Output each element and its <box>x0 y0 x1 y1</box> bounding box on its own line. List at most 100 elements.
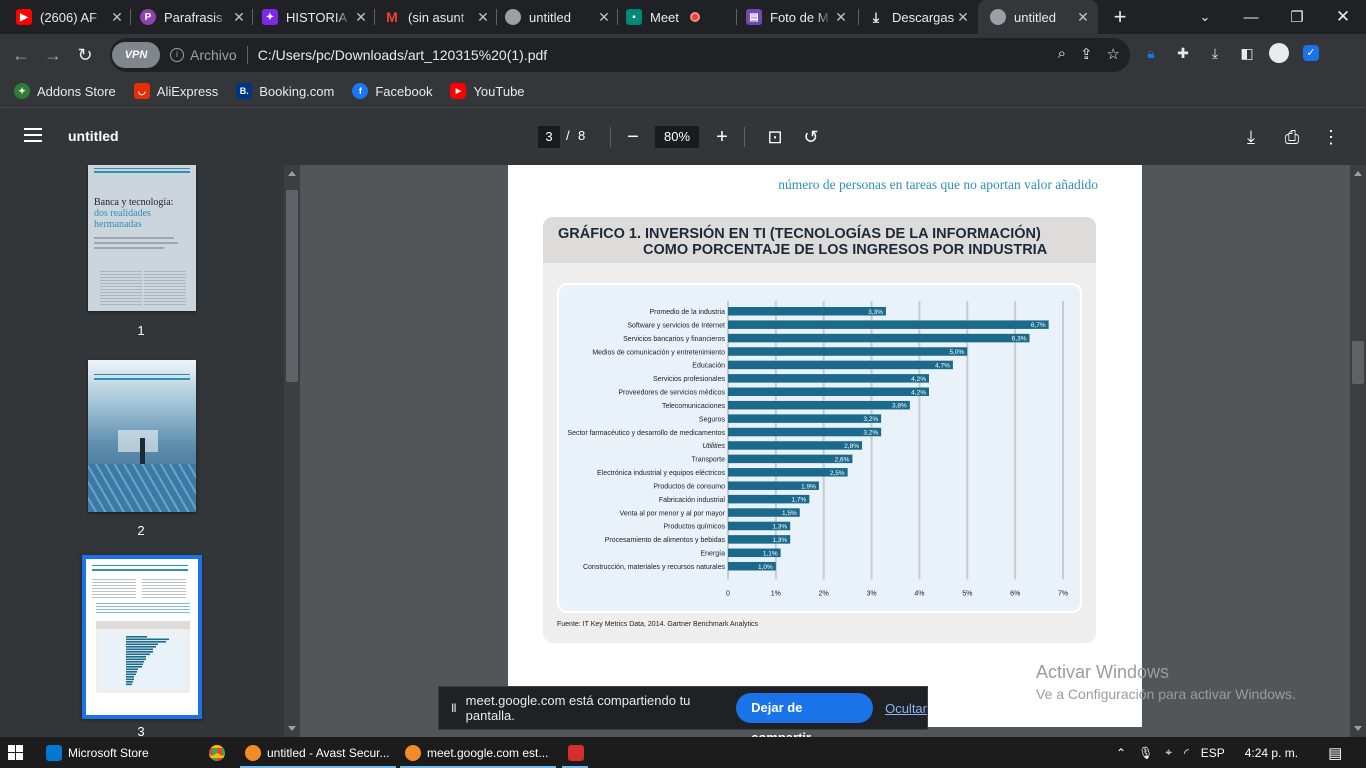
menu-icon[interactable] <box>24 128 42 146</box>
url-text[interactable]: C:/Users/pc/Downloads/art_120315%20(1).p… <box>257 47 548 63</box>
close-icon[interactable]: ✕ <box>233 8 245 25</box>
info-icon[interactable]: i <box>170 48 184 62</box>
hide-banner-link[interactable]: Ocultar <box>885 700 927 716</box>
vpn-badge[interactable]: VPN <box>112 42 160 68</box>
tab-search-icon[interactable]: ⌄ <box>1199 9 1211 24</box>
bookmark-aliexpress[interactable]: ◡ AliExpress <box>133 83 218 99</box>
bookmark-facebook[interactable]: f Facebook <box>352 83 432 99</box>
zoom-level-input[interactable]: 80% <box>655 126 699 148</box>
share-icon[interactable]: ⇪ <box>1079 46 1093 63</box>
close-icon[interactable]: ✕ <box>835 8 847 25</box>
scroll-up-arrow-icon[interactable] <box>288 171 296 176</box>
wifi-icon[interactable]: ◜ <box>1184 745 1189 760</box>
camera-icon[interactable]: ⌖ <box>1165 745 1173 759</box>
store-icon <box>46 744 62 761</box>
close-icon[interactable]: ✕ <box>477 8 489 25</box>
thumbnail-subheading: dos realidades hermanadas <box>94 208 151 230</box>
language-indicator[interactable]: ESP <box>1200 745 1225 760</box>
tab-7[interactable]: ⤓ Descargas ✕ <box>868 0 972 34</box>
taskbar-microsoft-store[interactable]: Microsoft Store <box>46 737 202 768</box>
print-icon[interactable]: ⎙ <box>1284 127 1300 147</box>
current-page-input[interactable]: 3 <box>538 126 560 148</box>
scroll-down-arrow-icon[interactable] <box>1354 726 1362 731</box>
tab-8-active[interactable]: untitled ✕ <box>978 0 1098 34</box>
youtube-icon: ▶ <box>16 9 32 25</box>
sidebar-icon[interactable]: ◧ <box>1240 44 1254 61</box>
thumbnail-page-2[interactable] <box>88 360 196 512</box>
lock-extension-icon[interactable]: 🔒︎ <box>1147 44 1155 61</box>
close-window-icon[interactable]: ✕ <box>1335 7 1351 26</box>
value-label: 1,0% <box>758 564 773 571</box>
forward-arrow-icon[interactable]: → <box>44 45 62 65</box>
bookmark-star-icon[interactable]: ☆ <box>1106 46 1120 63</box>
close-icon[interactable]: ✕ <box>1077 8 1089 25</box>
scroll-down-arrow-icon[interactable] <box>288 726 296 731</box>
tab-1[interactable]: P Parafrasis ✕ <box>140 0 248 34</box>
maximize-icon[interactable]: ❐ <box>1290 9 1304 26</box>
scroll-up-arrow-icon[interactable] <box>1354 171 1362 176</box>
thumbnail-page-3-selected[interactable] <box>82 555 202 719</box>
shield-check-icon[interactable]: ✓ <box>1300 42 1322 64</box>
tab-0[interactable]: ▶ (2606) AF ✕ <box>16 0 126 34</box>
zoom-out-icon[interactable]: − <box>627 126 639 148</box>
bar <box>728 508 800 517</box>
category-label: Medios de comunicación y entretenimiento <box>592 349 725 356</box>
sidebar-scrollbar[interactable] <box>284 165 300 737</box>
chart-area: 0 1% 2% 3% 4% 5% 6% 7% Promedio de la industria 3… <box>557 283 1082 613</box>
tab-6[interactable]: ▤ Foto de M ✕ <box>746 0 850 34</box>
thumbnail-page-1[interactable]: Banca y tecnología: dos realidades herma… <box>88 165 196 311</box>
gmail-icon: M <box>386 9 398 25</box>
stop-sharing-button[interactable]: Dejar de compartir <box>736 693 874 745</box>
category-label: Servicios bancarios y financieros <box>623 336 725 343</box>
download-icon[interactable]: ⤓ <box>1247 127 1255 147</box>
main-scroll-thumb[interactable] <box>1352 341 1364 384</box>
close-icon[interactable]: ✕ <box>957 8 969 25</box>
tab-3[interactable]: M (sin asunt ✕ <box>384 0 492 34</box>
rotate-icon[interactable]: ↺ <box>803 127 819 147</box>
taskbar-avast-untitled[interactable]: untitled - Avast Secur... <box>245 737 395 768</box>
close-icon[interactable]: ✕ <box>598 8 610 25</box>
profile-avatar-icon[interactable] <box>1268 42 1290 64</box>
tab-5[interactable]: ▪ Meet <box>626 0 730 34</box>
meet-icon: ▪ <box>626 9 642 25</box>
back-arrow-icon[interactable]: ← <box>12 45 30 65</box>
bookmark-addons-store[interactable]: ✦ Addons Store <box>14 83 116 99</box>
chevron-up-icon[interactable]: ⌃ <box>1116 745 1127 760</box>
notifications-icon[interactable]: ▤ <box>1328 744 1343 762</box>
drag-handle-icon[interactable]: II <box>451 701 457 715</box>
category-label: Utilities <box>702 443 725 450</box>
x-tick-label: 1% <box>771 590 781 597</box>
category-label: Proveedores de servicios médicos <box>618 390 725 397</box>
zoom-in-icon[interactable]: + <box>716 126 728 148</box>
bookmark-youtube[interactable]: ▶ YouTube <box>450 83 525 99</box>
download-icon[interactable]: ⤓ <box>1211 44 1219 61</box>
bookmark-booking[interactable]: B. Booking.com <box>236 83 334 99</box>
value-label: 6,3% <box>1012 336 1027 343</box>
sidebar-scroll-thumb[interactable] <box>286 190 298 382</box>
minimize-icon[interactable]: — <box>1243 8 1259 26</box>
pdf-page: número de personas en tareas que no apor… <box>508 165 1142 727</box>
bar-chart: 0 1% 2% 3% 4% 5% 6% 7% Promedio de la industria 3… <box>567 301 1068 597</box>
reload-icon[interactable]: ↻ <box>77 45 93 65</box>
zoom-magnifier-icon[interactable]: ⌕ <box>1057 45 1066 62</box>
close-icon[interactable]: ✕ <box>111 8 123 25</box>
taskbar-pdf-app[interactable] <box>568 737 588 768</box>
taskbar-chrome[interactable] <box>209 737 229 768</box>
fit-page-icon[interactable]: ⊡ <box>767 127 783 147</box>
tab-2[interactable]: ✦ HISTORIA ✕ <box>262 0 370 34</box>
clock[interactable]: 4:24 p. m. <box>1244 745 1299 760</box>
category-label: Servicios profesionales <box>653 376 725 383</box>
taskbar-avast-meet[interactable]: meet.google.com est... <box>405 737 555 768</box>
pdf-viewer[interactable]: número de personas en tareas que no apor… <box>300 165 1350 737</box>
microphone-icon[interactable]: 🎙︎ <box>1138 745 1154 760</box>
extensions-puzzle-icon[interactable]: ✚ <box>1177 44 1189 61</box>
address-bar[interactable]: VPN i Archivo C:/Users/pc/Downloads/art_… <box>110 38 1130 72</box>
start-button[interactable] <box>8 737 38 768</box>
more-options-icon[interactable]: ⋮ <box>1322 127 1340 147</box>
tab-4[interactable]: untitled ✕ <box>505 0 613 34</box>
close-icon[interactable]: ✕ <box>355 8 367 25</box>
main-scrollbar[interactable] <box>1350 165 1366 737</box>
bar <box>728 374 929 383</box>
new-tab-button[interactable]: + <box>1113 4 1127 29</box>
thumbnail-bars <box>126 636 169 686</box>
